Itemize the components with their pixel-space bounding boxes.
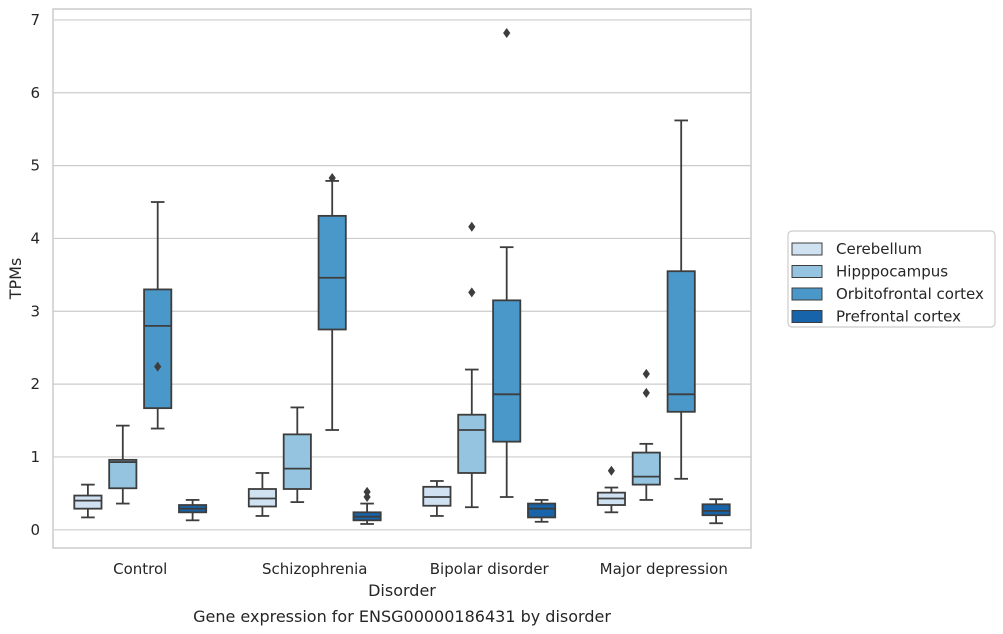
y-tick-label: 4 [30, 229, 40, 247]
legend-swatch [791, 310, 823, 323]
box [457, 221, 487, 509]
y-tick-label: 5 [30, 157, 40, 175]
x-tick-label: Major depression [600, 560, 728, 578]
box-body [282, 433, 312, 490]
x-tick-label: Bipolar disorder [430, 560, 550, 578]
legend-swatch [791, 265, 823, 278]
box [701, 498, 731, 525]
legend-label: Orbitofrontal cortex [836, 285, 984, 303]
legend-swatch [791, 287, 823, 301]
box [596, 465, 626, 514]
x-tick-label: Schizophrenia [262, 560, 367, 578]
outlier-point [503, 28, 511, 39]
legend-label: Hipppocampus [836, 263, 948, 281]
y-tick-label: 7 [30, 11, 40, 29]
box-body [457, 413, 487, 474]
y-tick-label: 1 [30, 448, 40, 466]
outlier-point [468, 221, 476, 232]
box-body [492, 299, 522, 443]
box [422, 480, 452, 517]
box [143, 201, 173, 430]
box [73, 483, 103, 519]
box-body [701, 503, 731, 517]
box-body [527, 502, 557, 519]
y-tick-label: 3 [30, 302, 40, 320]
y-tick-label: 0 [30, 521, 40, 539]
legend-item: Hipppocampus [791, 263, 948, 281]
legend-frame [787, 230, 996, 328]
y-tick-label: 2 [30, 375, 40, 393]
legend-swatch [791, 242, 823, 256]
y-tick-label: 6 [30, 84, 40, 102]
x-axis-label: Disorder [368, 581, 436, 600]
legend-item: Orbitofrontal cortex [791, 285, 984, 303]
outlier-point [468, 287, 476, 298]
series-prefrontal-cortex [178, 486, 731, 525]
legend-label: Cerebellum [836, 240, 922, 258]
outlier-point [607, 465, 615, 476]
outlier-point [363, 486, 371, 497]
box-body [108, 458, 138, 490]
box [317, 172, 347, 431]
legend-item: Cerebellum [791, 240, 922, 258]
box [178, 499, 208, 522]
legend-item: Prefrontal cortex [791, 308, 961, 326]
series-cerebellum [73, 465, 626, 519]
box-body [317, 214, 347, 331]
y-axis-ticks: 0 1 2 3 4 5 6 7 [30, 11, 40, 539]
outlier-point [642, 368, 650, 379]
outlier-point [642, 387, 650, 398]
y-axis-label: TPMs [6, 258, 25, 301]
legend: Cerebellum Hipppocampus Orbitofrontal cort… [787, 230, 996, 328]
legend-label: Prefrontal cortex [836, 308, 961, 326]
outlier-point [363, 492, 371, 503]
box [352, 486, 382, 525]
box [631, 368, 661, 501]
outlier-point [328, 172, 336, 183]
box-series [73, 28, 731, 525]
series-orbitofrontal-cortex [143, 28, 696, 498]
x-tick-label: Control [113, 560, 167, 578]
plot-frame [52, 8, 752, 549]
chart-caption: Gene expression for ENSG00000186431 by d… [193, 607, 611, 626]
box [282, 406, 312, 504]
box [527, 499, 557, 523]
outlier-point [154, 361, 162, 372]
box-body [143, 288, 173, 410]
box [108, 424, 138, 505]
box-body [631, 451, 661, 486]
series-hipppocampus [108, 221, 661, 509]
box [666, 119, 696, 480]
box-body [73, 494, 103, 510]
box [247, 472, 277, 517]
x-axis-ticks: Control Schizophrenia Bipolar disorder Majo… [113, 560, 728, 578]
box [492, 28, 522, 498]
box-body [666, 270, 696, 413]
